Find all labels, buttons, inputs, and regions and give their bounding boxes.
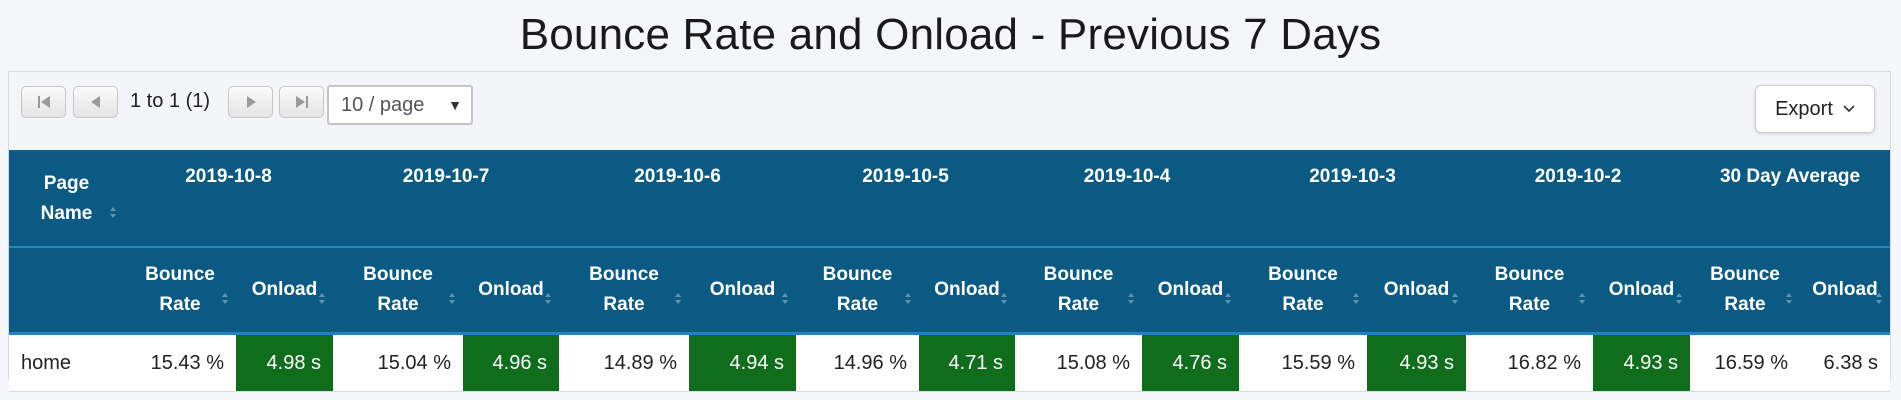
export-button[interactable]: Export (1755, 85, 1875, 133)
bounce-rate-cell: 15.08 % (1015, 333, 1142, 392)
header-bounce[interactable]: Bounce Rate (1015, 247, 1142, 335)
subheader-row: Bounce Rate Onload Bounce Rate Onload Bounce… (9, 247, 1890, 335)
sort-icon (782, 293, 788, 304)
header-onload[interactable]: Onload (1142, 247, 1239, 335)
onload-cell: 4.94 s (689, 333, 796, 392)
sort-icon (1128, 293, 1134, 304)
header-onload[interactable]: Onload (1800, 247, 1890, 335)
header-onload[interactable]: Onload (236, 247, 333, 335)
onload-cell: 4.93 s (1367, 333, 1466, 392)
sort-icon (110, 207, 116, 218)
sort-icon (1786, 293, 1792, 304)
bounce-rate-cell: 16.82 % (1466, 333, 1593, 392)
onload-cell: 4.96 s (463, 333, 559, 392)
sort-icon (1579, 293, 1585, 304)
next-page-button[interactable] (228, 86, 273, 118)
last-page-button[interactable] (279, 86, 324, 118)
header-date: 2019-10-7 (333, 150, 559, 248)
header-bounce[interactable]: Bounce Rate (559, 247, 689, 335)
bounce-rate-cell: 15.04 % (333, 333, 463, 392)
header-onload[interactable]: Onload (1593, 247, 1690, 335)
page-size-select[interactable]: 10 / page ▼ (327, 85, 473, 125)
onload-cell: 4.71 s (919, 333, 1015, 392)
pagination-info: 1 to 1 (1) (130, 90, 211, 112)
last-page-icon (295, 96, 308, 108)
header-empty (9, 247, 124, 335)
header-date: 2019-10-2 (1466, 150, 1690, 248)
header-bounce[interactable]: Bounce Rate (333, 247, 463, 335)
sort-icon (449, 293, 455, 304)
header-date: 2019-10-4 (1015, 150, 1239, 248)
header-onload[interactable]: Onload (463, 247, 559, 335)
sort-icon (1001, 293, 1007, 304)
bounce-rate-cell: 14.89 % (559, 333, 689, 392)
sort-icon (1353, 293, 1359, 304)
page-title: Bounce Rate and Onload - Previous 7 Days (519, 10, 1382, 59)
header-date: 30 Day Average (1690, 150, 1890, 248)
report-panel: 1 to 1 (1) 10 / page ▼ Export (8, 71, 1891, 392)
sort-icon (905, 293, 911, 304)
sort-icon (1676, 293, 1682, 304)
table-body: home 15.43 % 4.98 s 15.04 % 4.96 s 14.89 % 4.9… (9, 333, 1890, 392)
header-onload[interactable]: Onload (1367, 247, 1466, 335)
table-row: home 15.43 % 4.98 s 15.04 % 4.96 s 14.89 % 4.9… (9, 333, 1890, 392)
sort-icon (319, 293, 325, 304)
chevron-down-icon (1843, 105, 1855, 113)
export-label: Export (1775, 97, 1833, 120)
onload-cell: 4.76 s (1142, 333, 1239, 392)
header-bounce[interactable]: Bounce Rate (124, 247, 236, 335)
bounce-rate-cell: 15.43 % (124, 333, 236, 392)
header-page-name[interactable]: Page Name (9, 150, 124, 248)
toolbar: 1 to 1 (1) 10 / page ▼ Export (9, 72, 1890, 150)
page-name-cell: home (9, 333, 124, 392)
header-date: 2019-10-5 (796, 150, 1015, 248)
sort-icon (1452, 293, 1458, 304)
next-page-icon (246, 96, 256, 108)
sort-icon (1225, 293, 1231, 304)
bounce-rate-cell: 16.59 % (1690, 333, 1800, 392)
header-bounce[interactable]: Bounce Rate (796, 247, 919, 335)
bounce-rate-cell: 14.96 % (796, 333, 919, 392)
first-page-button[interactable] (21, 86, 66, 118)
prev-page-icon (90, 96, 100, 108)
prev-page-button[interactable] (73, 86, 118, 118)
header-date: 2019-10-8 (124, 150, 333, 248)
header-onload[interactable]: Onload (689, 247, 796, 335)
report-table: Page Name 2019-10-8 2019-10-7 2019-10-6 … (9, 150, 1890, 392)
first-page-icon (37, 96, 50, 108)
dropdown-caret-icon: ▼ (448, 97, 462, 113)
sort-icon (545, 293, 551, 304)
page-size-value: 10 / page (341, 94, 425, 116)
header-date: 2019-10-3 (1239, 150, 1466, 248)
onload-cell: 4.93 s (1593, 333, 1690, 392)
sort-icon (1876, 293, 1882, 304)
header-bounce[interactable]: Bounce Rate (1239, 247, 1367, 335)
header-bounce[interactable]: Bounce Rate (1466, 247, 1593, 335)
header-onload[interactable]: Onload (919, 247, 1015, 335)
header-date: 2019-10-6 (559, 150, 796, 248)
onload-cell: 6.38 s (1800, 333, 1890, 392)
sort-icon (222, 293, 228, 304)
sort-icon (675, 293, 681, 304)
onload-cell: 4.98 s (236, 333, 333, 392)
bounce-rate-cell: 15.59 % (1239, 333, 1367, 392)
header-bounce[interactable]: Bounce Rate (1690, 247, 1800, 335)
